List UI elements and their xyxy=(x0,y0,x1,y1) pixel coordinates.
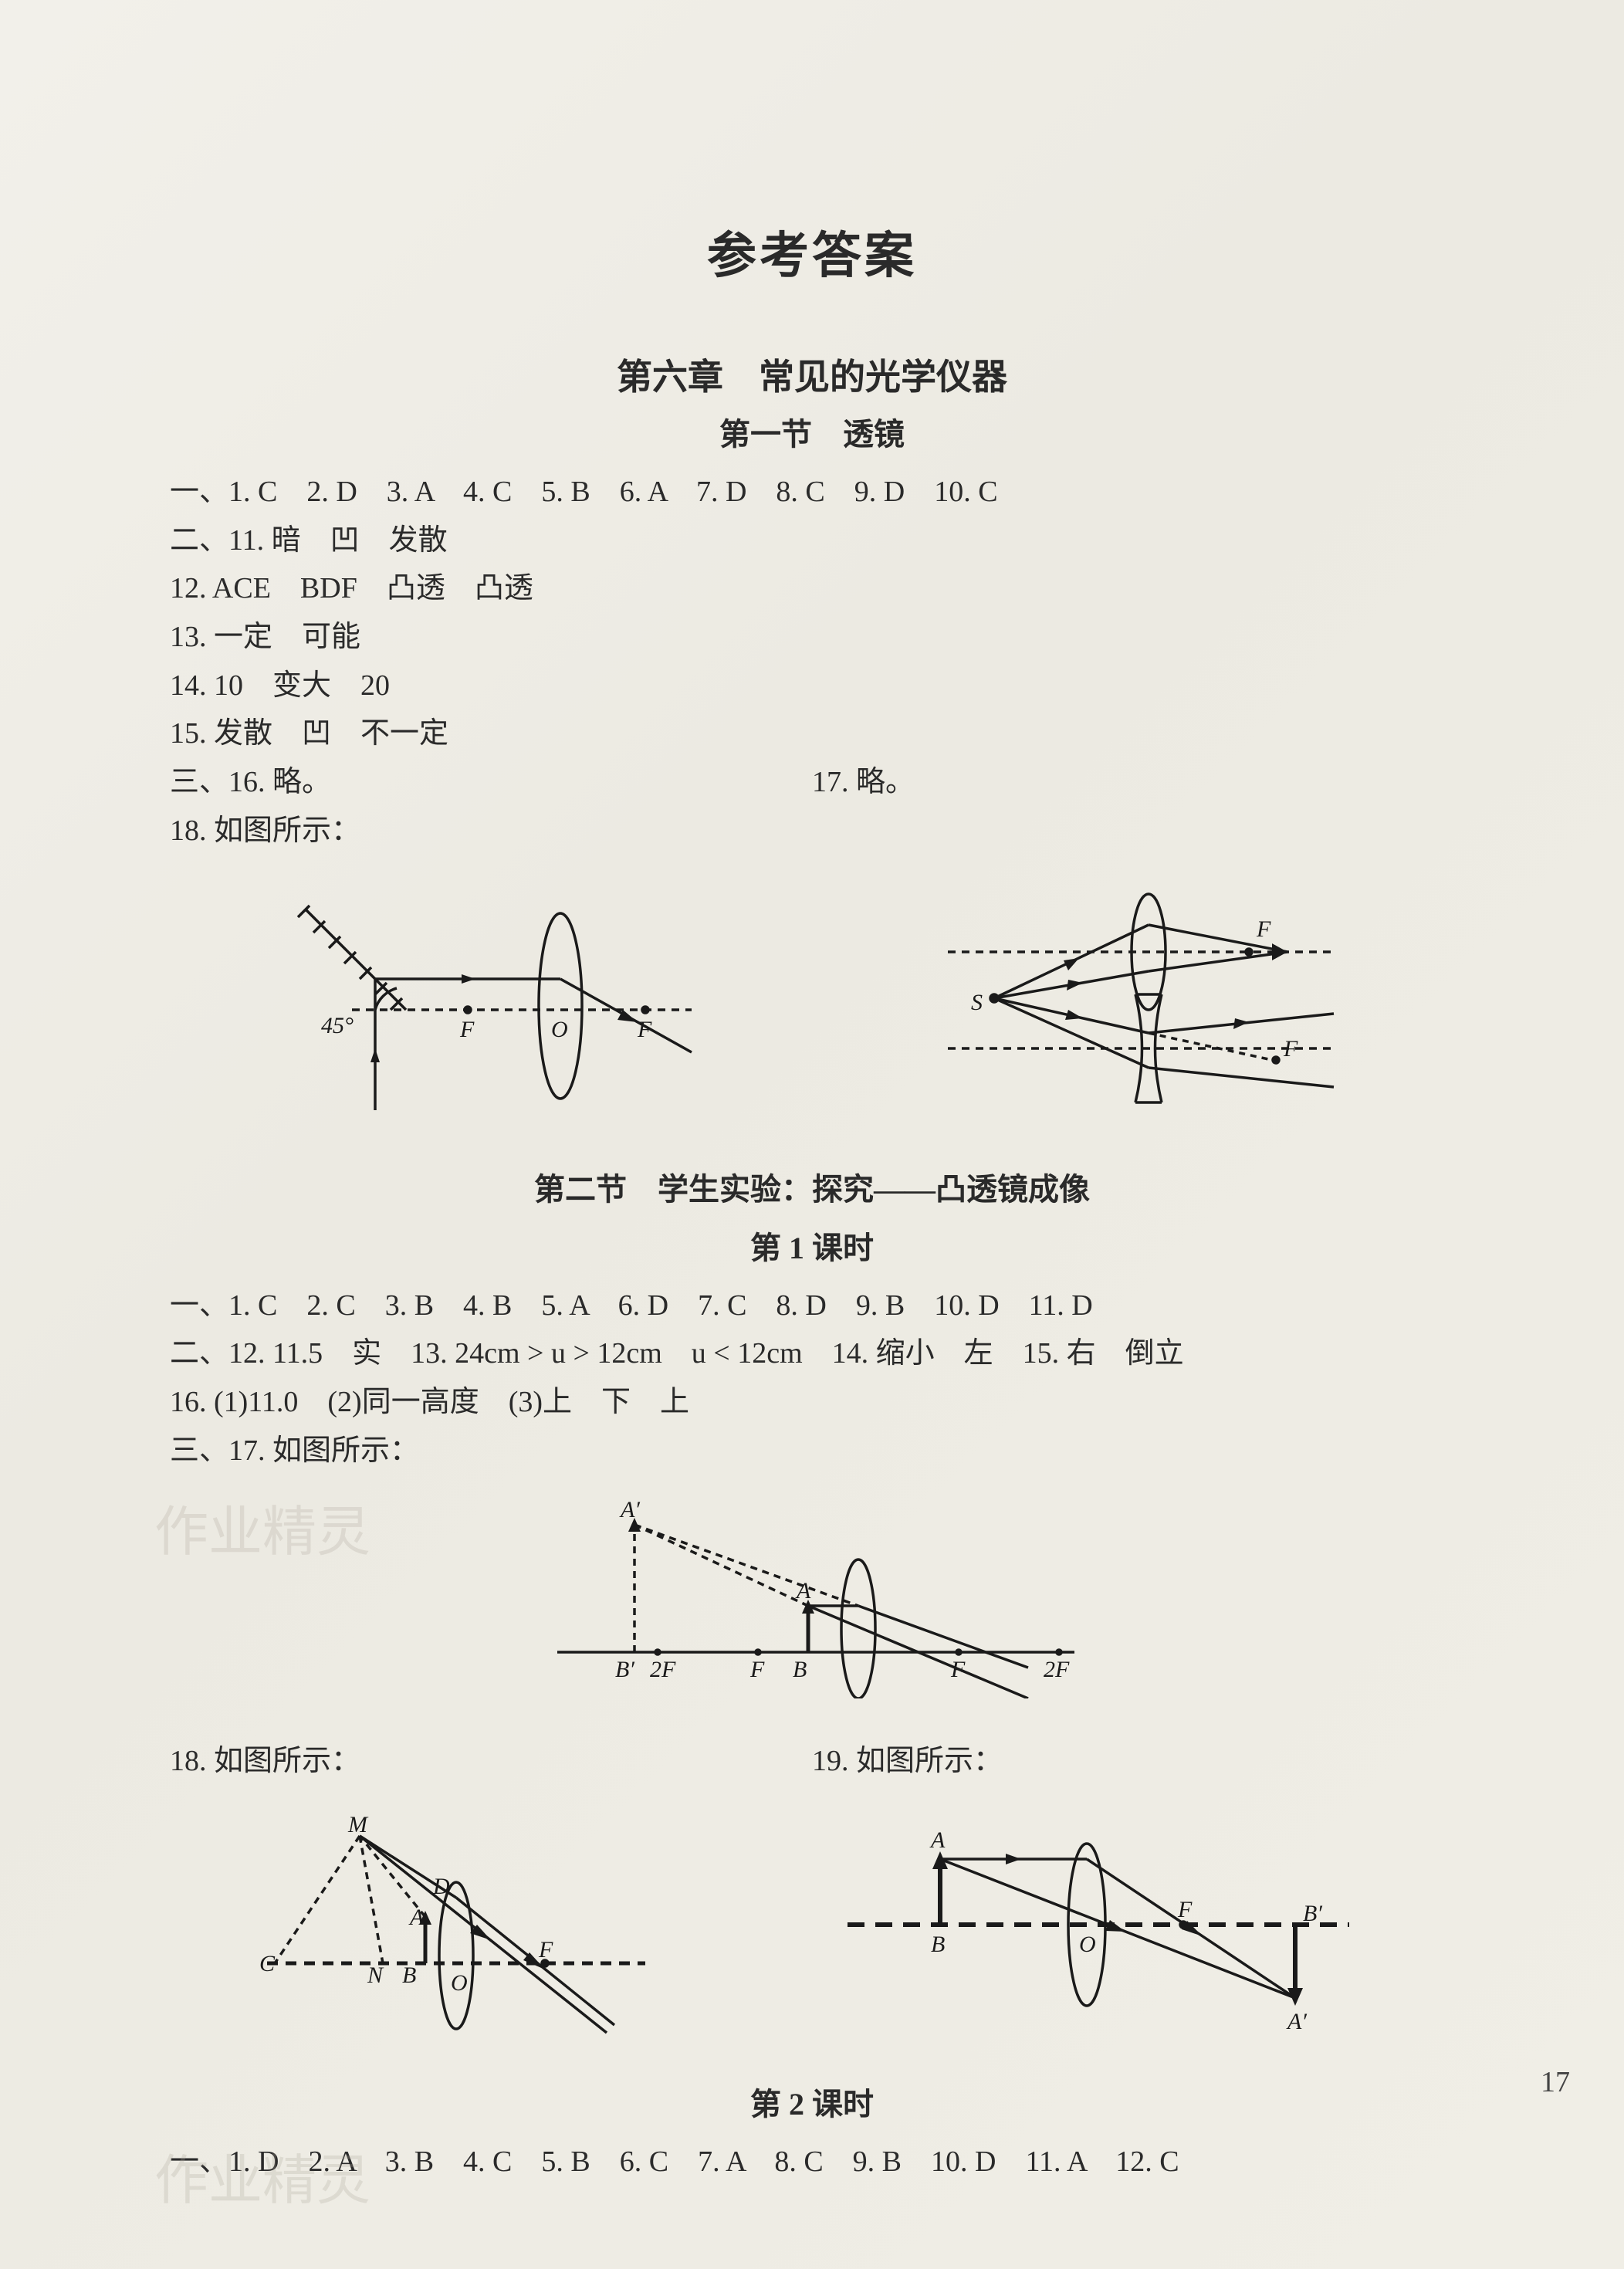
section2-title: 第二节 学生实验：探究——凸透镜成像 xyxy=(170,1164,1454,1209)
lbl18-B: B xyxy=(402,1963,416,1988)
lbl19-B: B xyxy=(931,1932,945,1957)
diagram-s2l1-19: A B O F B′ A′ xyxy=(840,1809,1365,2040)
lbl18-D: D xyxy=(432,1874,450,1899)
s1-line5: 14. 10 变大 20 xyxy=(170,662,1454,710)
s1-line1: 一、1. C 2. D 3. A 4. C 5. B 6. A 7. D 8. … xyxy=(170,468,1454,516)
s1-diagram-row: 45° F O F xyxy=(170,879,1454,1126)
lbl-Bp: B′ xyxy=(615,1657,634,1682)
lbl18-M: M xyxy=(347,1812,369,1837)
s2l1-line3: 16. (1)11.0 (2)同一高度 (3)上 下 上 xyxy=(170,1378,1454,1427)
lbl-F: F xyxy=(749,1657,765,1682)
diagram-s2l1-17: A′ B′ 2F F A B F 2F xyxy=(534,1498,1090,1698)
label-O: O xyxy=(551,1017,568,1042)
label-Fbot: F xyxy=(1283,1036,1298,1062)
s1-line6: 15. 发散 凹 不一定 xyxy=(170,709,1454,758)
lbl-2Fr: 2F xyxy=(1044,1657,1070,1682)
s2l1-line18: 18. 如图所示： xyxy=(170,1737,812,1786)
s1-line2: 二、11. 暗 凹 发散 xyxy=(170,516,1454,565)
lbl18-F: F xyxy=(538,1937,553,1963)
page-number: 17 xyxy=(1541,2065,1570,2099)
page-root: 参考答案 第六章 常见的光学仪器 第一节 透镜 一、1. C 2. D 3. A… xyxy=(0,0,1624,2269)
lbl-2F: 2F xyxy=(650,1657,676,1682)
s2l2-line1: 一、1. D 2. A 3. B 4. C 5. B 6. C 7. A 8. … xyxy=(170,2138,1454,2186)
s1-line7a: 三、16. 略。 xyxy=(170,758,812,807)
s1-row-16-17: 三、16. 略。 17. 略。 xyxy=(170,758,1454,807)
lbl-A: A xyxy=(795,1578,811,1604)
label-F2: F xyxy=(637,1017,652,1042)
label-F1: F xyxy=(459,1017,475,1042)
label-S: S xyxy=(971,990,983,1015)
s2l1-line2: 二、12. 11.5 实 13. 24cm > u > 12cm u < 12c… xyxy=(170,1329,1454,1378)
lesson1-title: 第 1 课时 xyxy=(170,1223,1454,1268)
diagram-s1-18a: 45° F O F xyxy=(275,879,707,1126)
lbl18-A: A xyxy=(408,1905,425,1930)
s1-line8: 18. 如图所示： xyxy=(170,807,1454,855)
lbl19-O: O xyxy=(1079,1932,1096,1957)
s2l1-line19: 19. 如图所示： xyxy=(812,1737,1454,1786)
s2l1-row-18-19: 18. 如图所示： 19. 如图所示： xyxy=(170,1737,1454,1786)
lbl-Fr: F xyxy=(950,1657,966,1682)
label-Ftop: F xyxy=(1256,916,1271,942)
label-45: 45° xyxy=(321,1013,354,1038)
lbl19-Ap: A′ xyxy=(1286,2009,1307,2034)
lbl19-Bp: B′ xyxy=(1303,1901,1322,1926)
s1-line7b: 17. 略。 xyxy=(812,758,1454,807)
diagram-s1-18b: S F xyxy=(917,879,1349,1126)
lbl-B: B xyxy=(793,1657,807,1682)
section1-title: 第一节 透镜 xyxy=(170,409,1454,454)
s2l1-dgm-18-19-row: M D A C N B O F xyxy=(170,1809,1454,2040)
s1-line4: 13. 一定 可能 xyxy=(170,613,1454,662)
page-title: 参考答案 xyxy=(170,216,1454,287)
lesson2-title: 第 2 课时 xyxy=(170,2079,1454,2124)
s2l1-dgm17-row: A′ B′ 2F F A B F 2F xyxy=(170,1498,1454,1698)
s2l1-line1: 一、1. C 2. C 3. B 4. B 5. A 6. D 7. C 8. … xyxy=(170,1282,1454,1330)
lbl19-A: A xyxy=(929,1827,946,1853)
diagram-s2l1-18: M D A C N B O F xyxy=(259,1809,661,2040)
lbl18-O: O xyxy=(451,1970,468,1996)
lbl-Ap: A′ xyxy=(619,1498,640,1522)
lbl18-N: N xyxy=(367,1963,384,1988)
chapter-heading: 第六章 常见的光学仪器 xyxy=(170,349,1454,400)
lbl19-F: F xyxy=(1177,1897,1193,1922)
s2l1-line4: 三、17. 如图所示： xyxy=(170,1427,1454,1475)
s1-line3: 12. ACE BDF 凸透 凸透 xyxy=(170,564,1454,613)
lbl18-C: C xyxy=(259,1951,276,1976)
